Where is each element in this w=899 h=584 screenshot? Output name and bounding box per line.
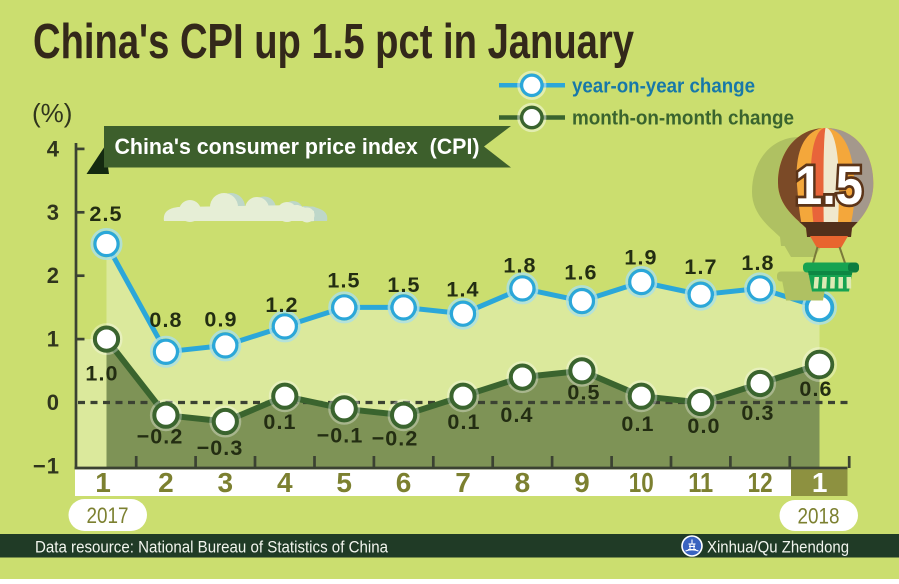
svg-text:−0.2: −0.2 [137,425,184,449]
svg-text:1.0: 1.0 [85,362,118,386]
svg-text:6: 6 [396,467,412,498]
svg-text:month-on-month change: month-on-month change [572,107,794,130]
svg-text:4: 4 [277,467,293,498]
svg-text:−1: −1 [33,453,60,478]
svg-text:year-on-year change: year-on-year change [572,75,755,98]
svg-text:1.9: 1.9 [624,246,657,270]
svg-text:−0.3: −0.3 [197,436,244,460]
svg-text:1.7: 1.7 [684,255,717,279]
svg-text:7: 7 [455,467,471,498]
svg-text:0: 0 [47,390,60,415]
svg-text:0.1: 0.1 [621,412,654,436]
svg-text:1.5: 1.5 [795,154,863,216]
svg-text:1: 1 [812,467,828,498]
svg-text:0.3: 0.3 [741,401,774,425]
svg-text:3: 3 [218,467,234,498]
svg-text:China's consumer price index: China's consumer price index (CPI) [115,134,480,159]
svg-text:Xinhua/Qu Zhendong: Xinhua/Qu Zhendong [707,539,849,557]
svg-text:1.6: 1.6 [564,261,597,285]
svg-text:0.8: 0.8 [149,308,182,332]
svg-text:0.0: 0.0 [687,414,720,438]
svg-text:Data resource: National Bureau: Data resource: National Bureau of Statis… [35,539,389,557]
svg-text:1.2: 1.2 [265,293,298,317]
svg-text:2: 2 [158,467,174,498]
svg-text:1: 1 [47,327,60,352]
svg-text:8: 8 [515,467,531,498]
svg-text:12: 12 [748,467,773,498]
svg-text:0.4: 0.4 [500,403,533,427]
svg-text:3: 3 [47,200,60,225]
svg-text:1.8: 1.8 [741,251,774,275]
svg-text:10: 10 [629,467,654,498]
svg-text:1.5: 1.5 [327,269,360,293]
svg-text:1.5: 1.5 [387,273,420,297]
svg-text:11: 11 [688,467,713,498]
svg-text:1.4: 1.4 [446,278,479,302]
svg-text:0.1: 0.1 [263,410,296,434]
svg-text:2017: 2017 [87,503,129,528]
svg-text:−0.1: −0.1 [317,424,364,448]
svg-text:2: 2 [47,263,60,288]
svg-text:0.6: 0.6 [799,377,832,401]
svg-text:2.5: 2.5 [89,202,122,226]
svg-text:−0.2: −0.2 [372,427,419,451]
svg-text:1: 1 [95,467,111,498]
svg-text:(%): (%) [32,98,72,128]
svg-text:1.8: 1.8 [503,254,536,278]
svg-text:9: 9 [574,467,590,498]
svg-text:2018: 2018 [798,504,840,529]
svg-text:0.1: 0.1 [447,410,480,434]
svg-text:China's CPI up 1.5 pct in Janu: China's CPI up 1.5 pct in January [33,15,634,69]
svg-text:4: 4 [47,136,60,161]
svg-text:5: 5 [336,467,352,498]
svg-text:0.9: 0.9 [204,308,237,332]
svg-text:0.5: 0.5 [567,381,600,405]
